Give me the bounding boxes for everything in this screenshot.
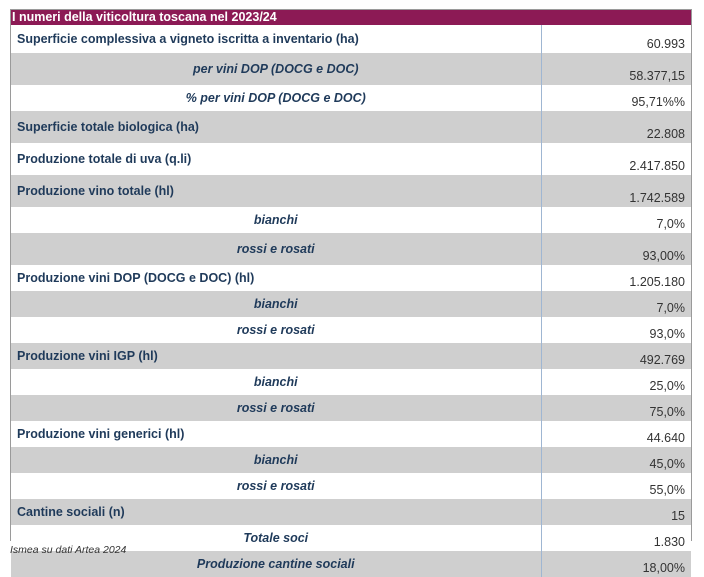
table-row: Produzione vini DOP (DOCG e DOC) (hl) 1.2…: [11, 265, 691, 291]
row-label: Superficie totale biologica (ha): [11, 111, 542, 143]
row-value: 75,0%: [541, 395, 691, 421]
row-value: 7,0%: [541, 291, 691, 317]
row-value: 15: [541, 499, 691, 525]
table-row: rossi e rosati 93,00%: [11, 233, 691, 265]
row-value: 45,0%: [541, 447, 691, 473]
row-value: 7,0%: [541, 207, 691, 233]
row-value: 1.742.589: [541, 175, 691, 207]
row-value: 492.769: [541, 343, 691, 369]
table-row: Produzione vini generici (hl) 44.640: [11, 421, 691, 447]
row-label: rossi e rosati: [11, 473, 542, 499]
table-row: per vini DOP (DOCG e DOC) 58.377,15: [11, 53, 691, 85]
table-row: bianchi 7,0%: [11, 207, 691, 233]
row-label: bianchi: [11, 291, 542, 317]
table-row: Superficie totale biologica (ha) 22.808: [11, 111, 691, 143]
row-label: per vini DOP (DOCG e DOC): [11, 53, 542, 85]
row-value: 25,0%: [541, 369, 691, 395]
table-row: Produzione vini IGP (hl) 492.769: [11, 343, 691, 369]
row-value: 1.830: [541, 525, 691, 551]
table-row: rossi e rosati 93,0%: [11, 317, 691, 343]
row-label: bianchi: [11, 447, 542, 473]
table-row: rossi e rosati 75,0%: [11, 395, 691, 421]
table-row: bianchi 25,0%: [11, 369, 691, 395]
row-label: rossi e rosati: [11, 233, 542, 265]
table-row: Cantine sociali (n) 15: [11, 499, 691, 525]
table-row: bianchi 45,0%: [11, 447, 691, 473]
row-label: Produzione vino totale (hl): [11, 175, 542, 207]
row-value: 44.640: [541, 421, 691, 447]
row-value: 18,00%: [541, 551, 691, 577]
table-row: % per vini DOP (DOCG e DOC) 95,71%%: [11, 85, 691, 111]
row-label: % per vini DOP (DOCG e DOC): [11, 85, 542, 111]
viticulture-table: Superficie complessiva a vigneto iscritt…: [11, 25, 691, 577]
table-row: Superficie complessiva a vigneto iscritt…: [11, 25, 691, 53]
row-value: 60.993: [541, 25, 691, 53]
data-table-frame: I numeri della viticoltura toscana nel 2…: [10, 9, 692, 577]
row-label: rossi e rosati: [11, 317, 542, 343]
row-value: 95,71%%: [541, 85, 691, 111]
table-row: rossi e rosati 55,0%: [11, 473, 691, 499]
table-title: I numeri della viticoltura toscana nel 2…: [11, 10, 691, 25]
row-label: Cantine sociali (n): [11, 499, 542, 525]
row-value: 58.377,15: [541, 53, 691, 85]
row-value: 93,0%: [541, 317, 691, 343]
row-label: Produzione vini IGP (hl): [11, 343, 542, 369]
row-label: bianchi: [11, 369, 542, 395]
row-value: 22.808: [541, 111, 691, 143]
row-label: bianchi: [11, 207, 542, 233]
row-label: Produzione vini DOP (DOCG e DOC) (hl): [11, 265, 542, 291]
row-value: 93,00%: [541, 233, 691, 265]
row-value: 1.205.180: [541, 265, 691, 291]
row-label: Totale soci: [11, 525, 542, 551]
row-label: rossi e rosati: [11, 395, 542, 421]
table-row: Produzione totale di uva (q.li) 2.417.850: [11, 143, 691, 175]
source-note: Ismea su dati Artea 2024: [10, 544, 127, 556]
row-label: Superficie complessiva a vigneto iscritt…: [11, 25, 542, 53]
row-value: 2.417.850: [541, 143, 691, 175]
row-label: Produzione vini generici (hl): [11, 421, 542, 447]
row-label: Produzione totale di uva (q.li): [11, 143, 542, 175]
table-row: Produzione vino totale (hl) 1.742.589: [11, 175, 691, 207]
row-value: 55,0%: [541, 473, 691, 499]
table-row: bianchi 7,0%: [11, 291, 691, 317]
table-row: Totale soci 1.830: [11, 525, 691, 551]
